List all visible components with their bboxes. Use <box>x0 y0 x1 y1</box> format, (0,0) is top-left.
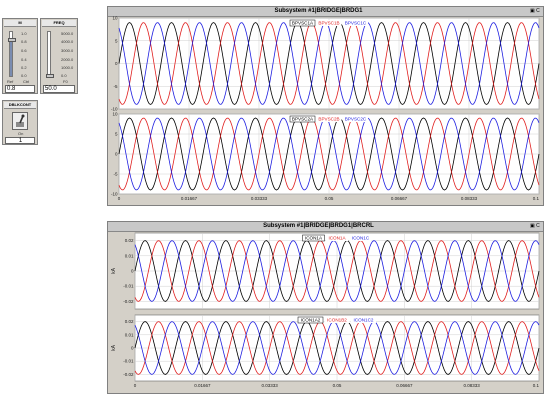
m-footer-left: Ref <box>7 80 13 84</box>
plot-legend: BPVSC1A BPVSC1B BPVSC1C <box>290 20 368 26</box>
y-tick-label: -5 <box>113 172 117 177</box>
freq-tick: 0.0 <box>61 74 67 78</box>
y-axis-label: kA <box>111 267 117 274</box>
plot-legend: ICON1A ICON1A ICON1C <box>303 235 372 241</box>
x-tick-label: 0.06667 <box>396 383 413 388</box>
y-tick-label: 0.01 <box>125 332 134 337</box>
y-tick-label: 0.02 <box>125 238 134 243</box>
legend-entry: BPVSC1A <box>292 21 314 26</box>
freq-slider-title: FREQ <box>42 20 76 27</box>
m-slider-panel: M 1.0 0.8 0.6 0.4 0.2 0.0 Ref Ctrl 0.8 <box>2 18 38 94</box>
graph-canvas[interactable]: 0.02 0.01 0 -0.01 -0.02 kA ICON1A ICON1A ICON1C 0… <box>108 231 544 395</box>
legend-entry: ICON1A <box>328 236 346 241</box>
y-tick-label: -0.02 <box>123 299 134 304</box>
plot-legend: BPVSC2A BPVSC2B BPVSC2C <box>290 116 368 122</box>
m-tick: 0.4 <box>21 58 27 62</box>
legend-entry: BPVSC2B <box>318 117 339 122</box>
x-tick-label: 0 <box>118 196 121 201</box>
freq-tick: 4000.0 <box>61 40 73 44</box>
m-slider-knob[interactable] <box>8 38 16 42</box>
x-tick-label: 0.01667 <box>181 196 198 201</box>
legend-entry: BPVSC2C <box>345 117 367 122</box>
x-tick-label: 0.08333 <box>464 383 481 388</box>
y-tick-label: 0 <box>115 61 118 66</box>
legend-entry: BPVSC1B <box>318 21 339 26</box>
freq-value-field[interactable]: 50.0 <box>43 85 75 93</box>
m-tick: 0.6 <box>21 49 27 53</box>
graph-frame-bridge-brcrl: Subsystem #1|BRIDGE|BRDG1|BRCRL ▣ C 0.02… <box>107 221 544 394</box>
y-tick-label: 0 <box>131 346 134 351</box>
y-tick-label: 5 <box>115 132 118 137</box>
freq-tick: 1000.0 <box>61 66 73 70</box>
x-tick-label: 0.03333 <box>262 383 279 388</box>
freq-footer-right: F0 <box>63 80 68 84</box>
m-footer-right: Ctrl <box>23 80 29 84</box>
graph-tools-button[interactable]: ▣ C <box>530 8 542 15</box>
camera-icon: ▣ <box>530 8 535 14</box>
m-slider-fill <box>10 41 12 76</box>
m-tick: 0.8 <box>21 40 27 44</box>
x-tick-label: 0.05 <box>333 383 342 388</box>
x-tick-label: 0.05 <box>325 196 334 201</box>
x-tick-label: 0.06667 <box>391 196 408 201</box>
m-tick: 0.2 <box>21 66 27 70</box>
freq-slider-panel: FREQ 5000.0 4000.0 3000.0 2000.0 1000.0 … <box>40 18 78 94</box>
legend-entry: ICON1C2 <box>354 318 374 323</box>
switch-footer: On <box>18 132 23 136</box>
camera-icon: ▣ <box>530 223 535 229</box>
legend-entry: BPVSC1C <box>345 21 367 26</box>
toggle-switch-icon[interactable] <box>12 112 28 130</box>
freq-slider-track[interactable] <box>47 31 51 77</box>
plot-legend: ICON1A2 ICON1B2 ICON1C2 <box>298 317 376 323</box>
freq-tick: 5000.0 <box>61 32 73 36</box>
x-tick-label: 0.1 <box>533 196 540 201</box>
m-slider-track[interactable] <box>9 31 13 77</box>
graph-title: Subsystem #1|BRIDGE|BRDG1|BRCRL <box>108 222 529 231</box>
graph-title: Subsystem #1|BRIDGE|BRDG1 <box>108 7 529 16</box>
y-axis-label: kA <box>111 344 117 351</box>
graph-tools-label: C <box>536 8 540 14</box>
legend-entry: ICON1B2 <box>327 318 347 323</box>
y-tick-label: 0 <box>115 152 118 157</box>
y-tick-label: 0.02 <box>125 319 134 324</box>
x-tick-label: 0 <box>134 383 137 388</box>
x-tick-label: 0.03333 <box>251 196 268 201</box>
freq-tick: 3000.0 <box>61 49 73 53</box>
x-tick-label: 0.01667 <box>194 383 211 388</box>
legend-entry: BPVSC2A <box>292 117 314 122</box>
x-tick-label: 0.08333 <box>461 196 478 201</box>
m-tick: 1.0 <box>21 32 27 36</box>
y-tick-label: 10 <box>112 16 118 21</box>
y-tick-label: 10 <box>112 112 118 117</box>
y-tick-label: -0.01 <box>123 359 134 364</box>
y-tick-label: 5 <box>115 38 118 43</box>
y-tick-label: 0.01 <box>125 253 134 258</box>
switch-title: DBLKCONT <box>4 102 36 109</box>
switch-panel: DBLKCONT On 1 <box>2 100 38 145</box>
switch-value-field[interactable]: 1 <box>5 137 35 144</box>
legend-entry: ICON1A2 <box>301 318 321 323</box>
legend-entry: ICON1A <box>305 236 323 241</box>
m-slider-title: M <box>4 20 36 27</box>
m-value-field[interactable]: 0.8 <box>5 85 35 93</box>
m-tick: 0.0 <box>21 74 27 78</box>
y-tick-label: -0.01 <box>123 284 134 289</box>
y-tick-label: -5 <box>113 84 117 89</box>
graph-tools-button[interactable]: ▣ C <box>530 223 542 230</box>
y-tick-label: -0.02 <box>123 372 134 377</box>
freq-slider-knob[interactable] <box>46 74 54 78</box>
x-tick-label: 0.1 <box>533 383 540 388</box>
freq-tick: 2000.0 <box>61 58 73 62</box>
graph-tools-label: C <box>536 223 540 229</box>
legend-entry: ICON1C <box>352 236 370 241</box>
y-tick-label: 0 <box>131 269 134 274</box>
